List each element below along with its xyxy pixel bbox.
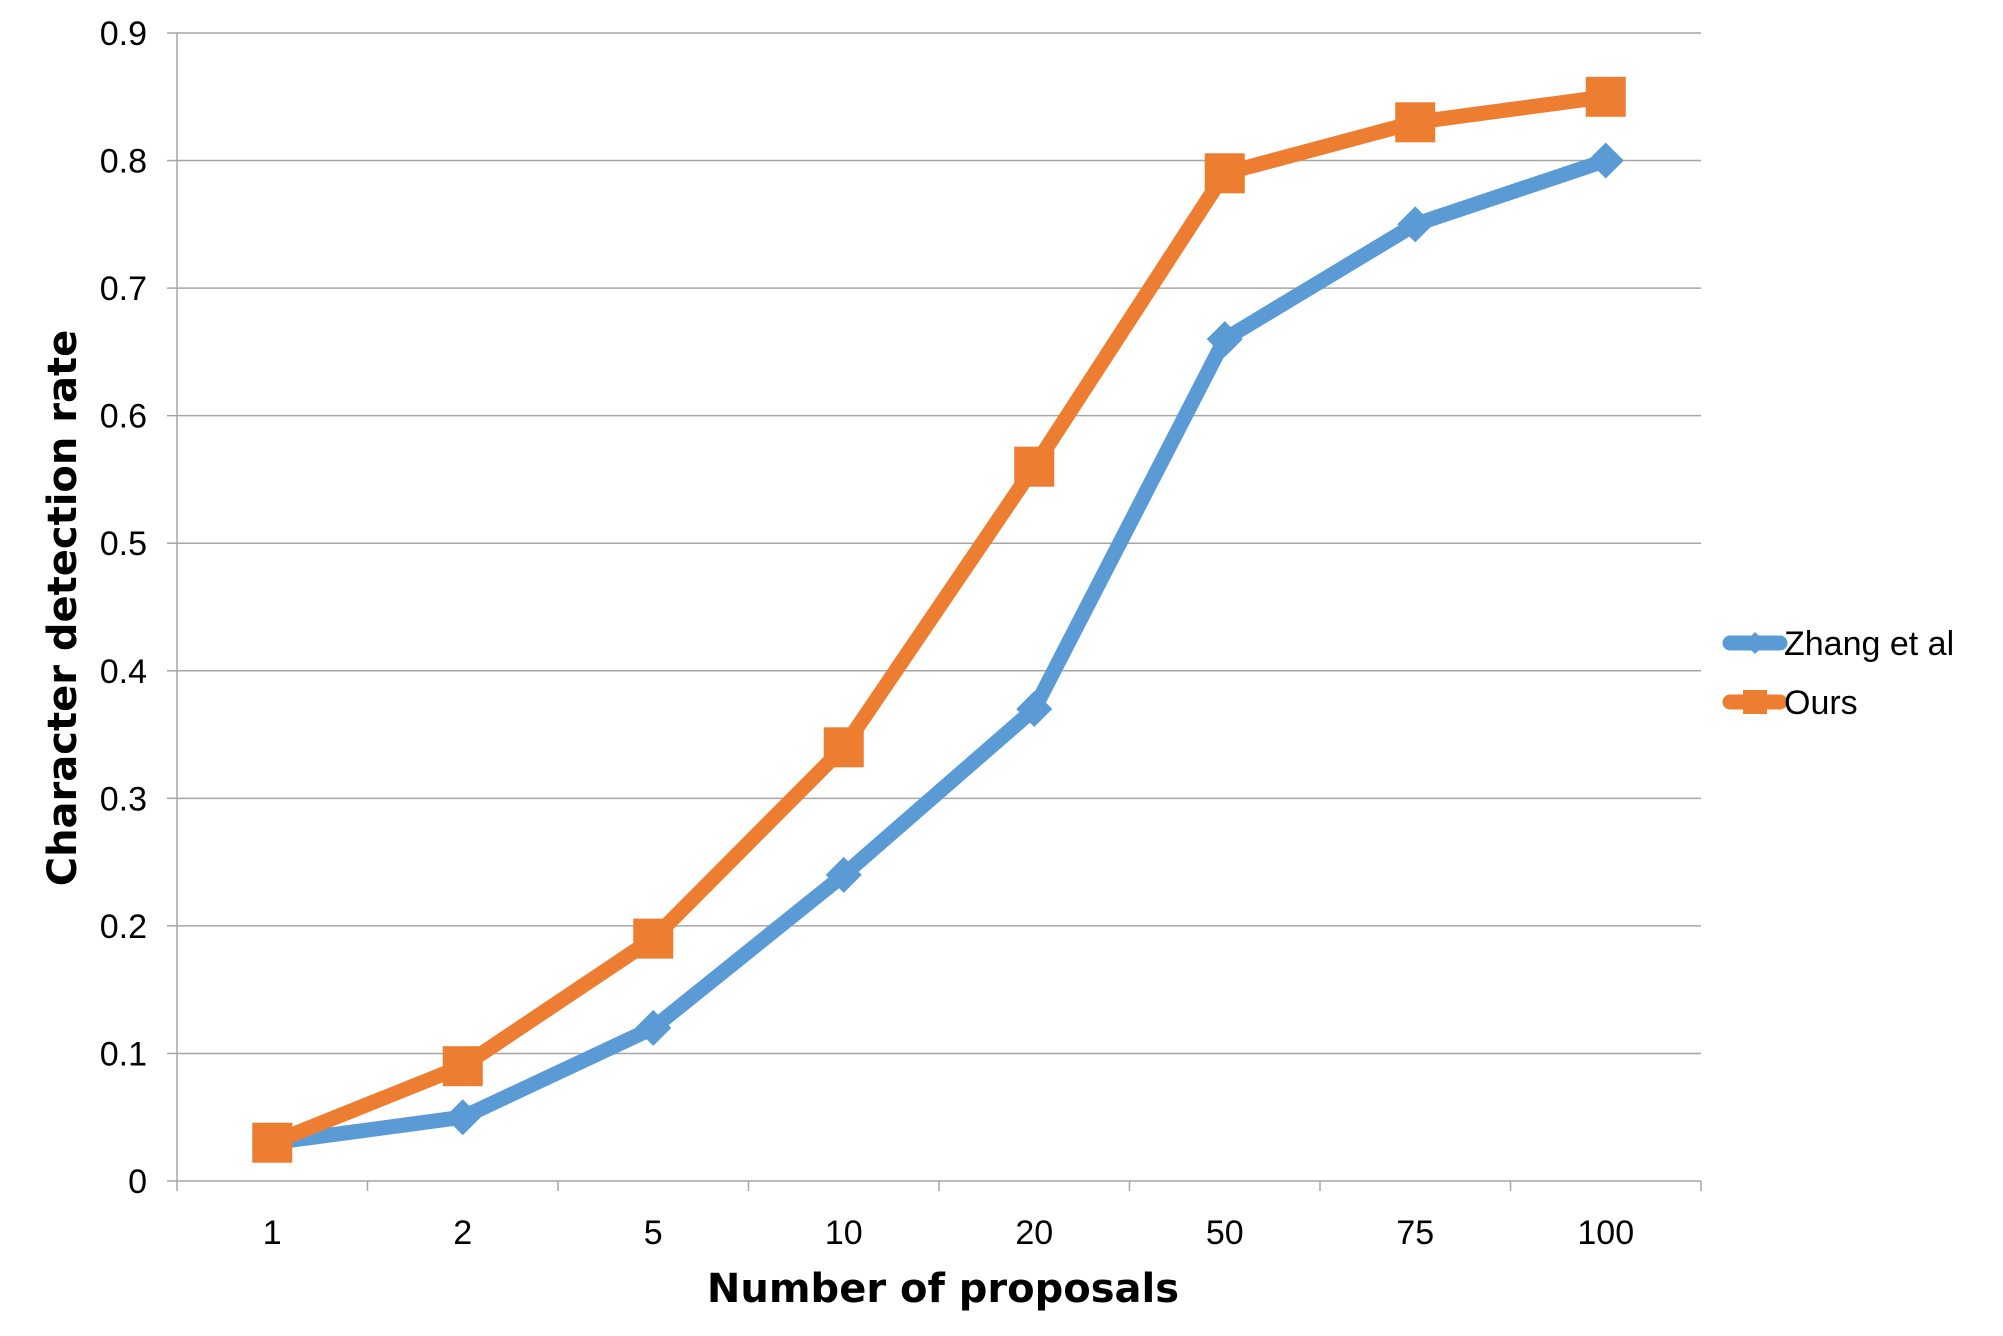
data-point-square (252, 1122, 293, 1163)
legend: Zhang et al Ours (1722, 625, 1954, 722)
legend-item: Zhang et al (1722, 625, 1954, 663)
series-line (264, 153, 1614, 1151)
y-tick-label: 0.5 (100, 525, 147, 563)
series-1 (254, 142, 1624, 1161)
y-tick-label: 0.3 (100, 780, 147, 818)
legend-label: Zhang et al (1784, 625, 1954, 663)
series-2 (252, 76, 1626, 1163)
y-tick-label: 0.7 (100, 270, 147, 308)
grid-lines (177, 32, 1701, 1055)
data-point-square (1585, 76, 1626, 117)
data-point-diamond (1397, 206, 1434, 243)
data-point-diamond (1206, 321, 1243, 358)
x-tick-label: 100 (1577, 1214, 1634, 1252)
y-tick-label: 0.8 (100, 143, 147, 181)
legend-item: Ours (1722, 684, 1858, 722)
y-tick-label: 0 (128, 1163, 147, 1201)
data-point-diamond (444, 1099, 481, 1136)
y-tick-labels: 0 0.1 0.2 0.3 0.4 0.5 0.6 0.7 0.8 0.9 (100, 15, 147, 1201)
data-point-diamond (1744, 632, 1766, 654)
series (252, 76, 1626, 1163)
x-tick-label: 10 (825, 1214, 863, 1252)
y-tick-label: 0.1 (100, 1035, 147, 1073)
y-tick-label: 0.9 (100, 15, 147, 53)
x-tick-label: 75 (1396, 1214, 1434, 1252)
x-tick-label: 20 (1015, 1214, 1053, 1252)
y-axis-title: Character detection rate (40, 330, 86, 887)
x-tick-label: 5 (644, 1214, 663, 1252)
y-tick-label: 0.2 (100, 908, 147, 946)
data-point-diamond (825, 856, 862, 893)
x-tick-label: 50 (1206, 1214, 1244, 1252)
data-point-square (823, 727, 864, 768)
data-point-square (633, 918, 674, 959)
data-point-square (1014, 446, 1055, 487)
series-line (264, 89, 1614, 1151)
data-point-square (442, 1046, 483, 1087)
x-tick-label: 1 (263, 1214, 282, 1252)
x-tick-label: 2 (453, 1214, 472, 1252)
axes (167, 32, 1702, 1191)
data-point-diamond (1587, 142, 1624, 179)
y-tick-label: 0.6 (100, 398, 147, 436)
x-tick-labels: 1 2 5 10 20 50 75 100 (263, 1214, 1634, 1252)
data-point-square (1743, 690, 1767, 714)
data-point-diamond (635, 1009, 672, 1046)
data-point-diamond (1016, 691, 1053, 728)
data-point-square (1395, 102, 1436, 143)
y-tick-label: 0.4 (100, 653, 147, 691)
data-point-square (1204, 153, 1245, 194)
x-axis-title: Number of proposals (707, 1266, 1179, 1312)
legend-label: Ours (1784, 684, 1858, 722)
